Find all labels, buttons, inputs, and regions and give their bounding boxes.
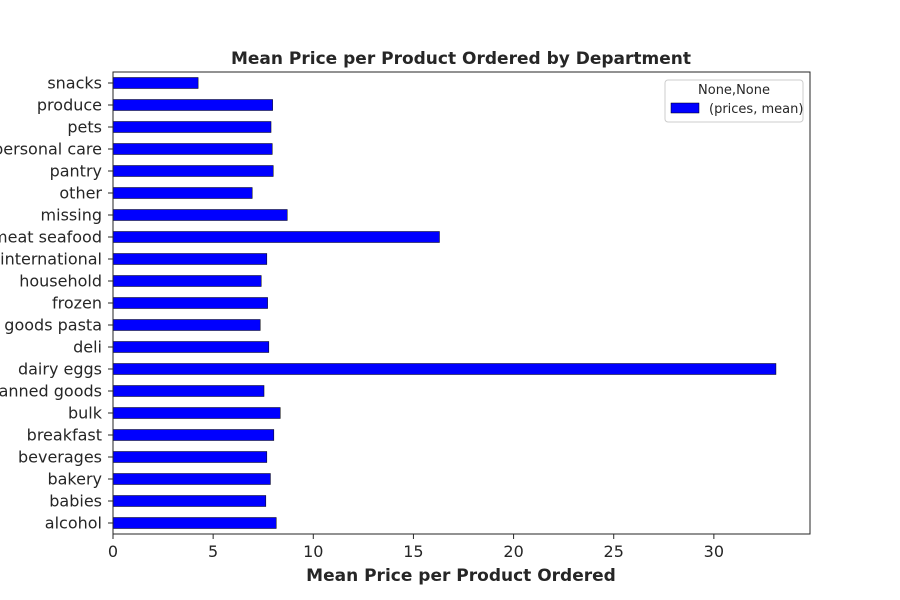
bar-bakery (112, 473, 271, 485)
x-tick-label: 10 (303, 542, 323, 561)
y-tick-label: meat seafood (0, 228, 102, 247)
y-tick-label: pets (67, 118, 102, 137)
bar-deli (112, 341, 270, 353)
bar-international (112, 253, 268, 265)
y-tick-label: snacks (47, 74, 102, 93)
bar-meat-seafood (112, 231, 440, 243)
bar-bulk (112, 407, 281, 419)
x-tick-label: 15 (403, 542, 423, 561)
y-tick-label: missing (41, 206, 102, 225)
y-tick-label: canned goods (0, 382, 102, 401)
y-tick-label: deli (73, 338, 102, 357)
bar-household (112, 275, 262, 287)
y-tick-label: personal care (0, 140, 102, 159)
legend-box (664, 79, 804, 123)
bar-frozen (112, 297, 268, 309)
y-tick-label: household (19, 272, 102, 291)
legend-swatch (670, 102, 700, 114)
bars-group (112, 77, 777, 529)
y-tick-label: bakery (47, 470, 102, 489)
bar-produce (112, 99, 273, 111)
legend: None,None (prices, mean) (664, 79, 804, 123)
x-tick-label: 20 (503, 542, 523, 561)
y-tick-label: dry goods pasta (0, 316, 102, 335)
bar-pets (112, 121, 272, 133)
bar-breakfast (112, 429, 275, 441)
x-axis-ticks: 0 5 10 15 20 25 30 (108, 534, 724, 561)
y-tick-label: breakfast (27, 426, 102, 445)
bar-dairy-eggs (112, 363, 777, 375)
chart-title: Mean Price per Product Ordered by Depart… (231, 49, 691, 69)
x-tick-label: 5 (208, 542, 218, 561)
x-tick-label: 0 (108, 542, 118, 561)
x-axis-label: Mean Price per Product Ordered (306, 566, 616, 586)
bar-missing (112, 209, 288, 221)
bar-babies (112, 495, 267, 507)
y-tick-label: babies (49, 492, 102, 511)
y-tick-label: other (59, 184, 102, 203)
legend-title: None,None (698, 83, 770, 98)
y-tick-label: alcohol (45, 514, 102, 533)
bar-canned-goods (112, 385, 265, 397)
y-tick-label: bulk (68, 404, 103, 423)
y-tick-label: frozen (52, 294, 102, 313)
bar-dry-goods-pasta (112, 319, 261, 331)
y-tick-label: beverages (18, 448, 102, 467)
bar-personal-care (112, 143, 273, 155)
x-tick-label: 25 (604, 542, 624, 561)
bar-snacks (112, 77, 199, 89)
legend-entry-label: (prices, mean) (709, 102, 803, 117)
bar-alcohol (112, 517, 277, 529)
bar-pantry (112, 165, 274, 177)
y-tick-label: produce (37, 96, 102, 115)
y-tick-label: international (0, 250, 102, 269)
y-axis-ticks: alcohol babies bakery beverages breakfast bul… (0, 74, 113, 533)
y-tick-label: dairy eggs (18, 360, 102, 379)
y-tick-label: pantry (50, 162, 102, 181)
bar-other (112, 187, 253, 199)
bar-beverages (112, 451, 268, 463)
x-tick-label: 30 (704, 542, 724, 561)
